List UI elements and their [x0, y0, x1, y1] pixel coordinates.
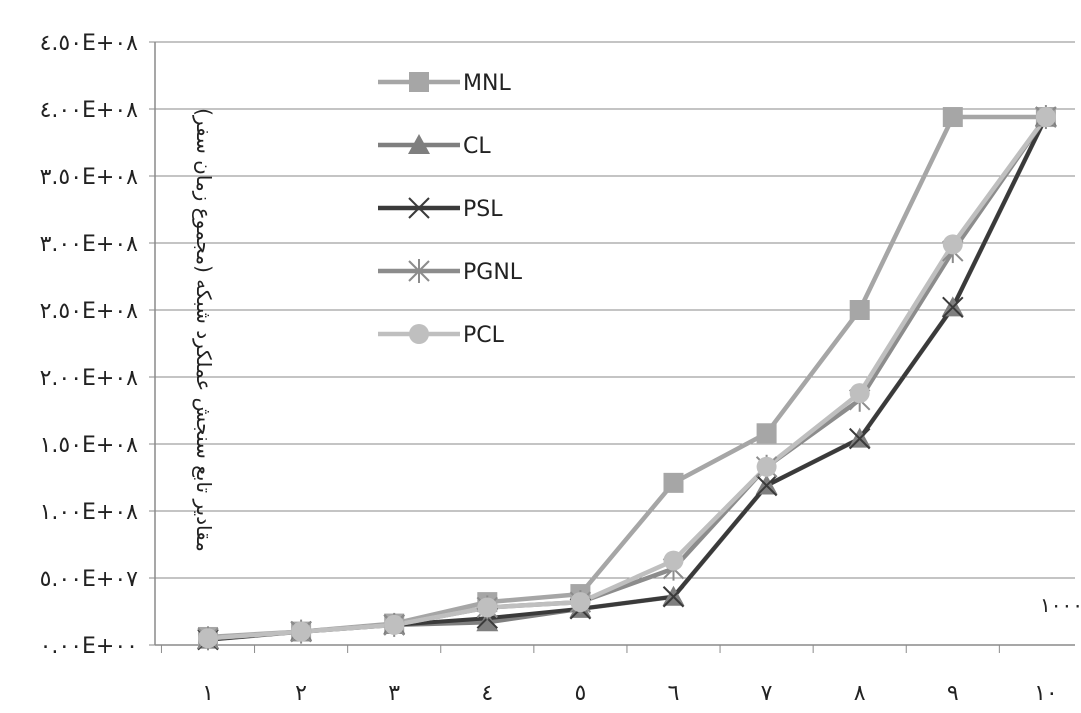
- marker-circle: [198, 628, 218, 649]
- legend: MNL CL PSL PGNL PCL: [378, 71, 523, 348]
- axes: [149, 41, 1075, 653]
- y-tick-label: ١.٠٠E+٠٨: [40, 500, 139, 525]
- y-tick-label: ٤.٥٠E+٠٨: [40, 31, 139, 56]
- legend-marker: [409, 72, 429, 92]
- legend-marker: [408, 259, 430, 283]
- y-tick-label: ٥.٠٠E+٠٧: [40, 567, 139, 592]
- x-tick-label: ١: [202, 681, 214, 706]
- data-point-mnl: [756, 423, 777, 444]
- x-tick-label: ٥: [574, 681, 586, 706]
- marker-square: [756, 423, 777, 444]
- data-point-pcl: [291, 621, 312, 642]
- data-point-cl: [476, 611, 499, 632]
- x-tick-label: ٧: [761, 681, 773, 706]
- marker-square: [942, 107, 963, 128]
- x-tick-label: ٨: [854, 681, 866, 706]
- x-tick-label: ١٠: [1034, 681, 1058, 706]
- x-tick-label: ٢: [295, 681, 307, 706]
- data-point-pcl: [477, 597, 498, 618]
- legend-entry-psl: PSL: [378, 197, 503, 222]
- data-point-psl: [848, 427, 871, 450]
- legend-entry-cl: CL: [378, 134, 491, 159]
- x-tick-labels: ١ ٢ ٣ ٤ ٥ ٦ ٧ ٨ ٩ ١٠: [202, 681, 1058, 706]
- marker-x-stroke: [942, 296, 964, 319]
- data-point-pcl: [1035, 107, 1056, 128]
- legend-entry-pgnl: PGNL: [378, 259, 523, 285]
- marker-square: [663, 472, 684, 493]
- data-point-pcl: [942, 234, 963, 255]
- data-point-pcl: [849, 383, 870, 404]
- legend-label: CL: [463, 134, 491, 159]
- marker-circle: [570, 592, 591, 613]
- data-point-pcl: [663, 550, 684, 571]
- series-line-psl: [207, 116, 1048, 642]
- y-tick-label: ٣.٠٠E+٠٨: [40, 232, 139, 257]
- marker-circle: [291, 621, 312, 642]
- y-tick-label: ٤.٠٠E+٠٨: [40, 98, 139, 123]
- marker-circle: [756, 456, 777, 477]
- marker-circle: [942, 234, 963, 255]
- y-tick-labels: ٠.٠٠E+٠٠ ٥.٠٠E+٠٧ ١.٠٠E+٠٨ ١.٥٠E+٠٨ ٢.٠٠E+٠٨…: [40, 31, 139, 659]
- y-tick-label: ٣.٥٠E+٠٨: [40, 165, 139, 190]
- marker-triangle: [408, 134, 430, 154]
- legend-label: PGNL: [463, 260, 523, 285]
- data-point-mnl: [663, 472, 684, 493]
- marker-square: [409, 72, 429, 92]
- legend-label: MNL: [463, 71, 511, 96]
- y-tick-label: ١.٥٠E+٠٨: [40, 433, 139, 458]
- y-axis-label: مقادير تابع سنجش عملكرد شبكه (مجموع زمان…: [192, 108, 216, 552]
- marker-x-stroke: [662, 586, 685, 608]
- y-tick-label: ٢.٥٠E+٠٨: [40, 299, 139, 324]
- legend-entry-mnl: MNL: [378, 71, 511, 96]
- data-point-pcl: [570, 592, 591, 613]
- series-markers: [197, 105, 1057, 651]
- legend-marker: [408, 197, 430, 219]
- legend-entry-pcl: PCL: [378, 323, 505, 348]
- data-point-mnl: [849, 300, 870, 320]
- series-lines: [207, 114, 1048, 642]
- data-point-pcl: [756, 456, 777, 477]
- series-line-pcl: [207, 115, 1048, 641]
- marker-circle: [477, 597, 498, 618]
- legend-label: PCL: [463, 323, 505, 348]
- x-axis-label: سطوح مبداء-مقصد از ۱۰۰۰ تا ۱۰۰۰۰: [1040, 593, 1081, 617]
- x-tick-label: ٩: [947, 681, 959, 706]
- data-point-mnl: [942, 107, 963, 128]
- x-tick-label: ٦: [668, 681, 680, 706]
- marker-triangle: [476, 611, 499, 632]
- series-line-pgnl: [207, 115, 1048, 641]
- gridlines: [155, 41, 1075, 579]
- marker-circle: [1035, 107, 1056, 128]
- data-point-psl: [755, 474, 778, 497]
- legend-marker: [409, 324, 429, 344]
- x-tick-label: ٣: [388, 681, 400, 706]
- x-tick-label: ٤: [481, 681, 493, 706]
- data-point-psl: [942, 296, 964, 319]
- marker-x-stroke: [408, 197, 430, 219]
- data-point-pcl: [384, 614, 405, 635]
- marker-circle: [849, 383, 870, 404]
- marker-circle: [409, 324, 429, 344]
- y-tick-label: ٠.٠٠E+٠٠: [40, 634, 138, 659]
- marker-square: [849, 300, 870, 320]
- marker-circle: [663, 550, 684, 571]
- legend-marker: [408, 134, 430, 154]
- series-line-cl: [207, 116, 1048, 642]
- y-tick-label: ٢.٠٠E+٠٨: [40, 366, 139, 391]
- marker-circle: [384, 614, 405, 635]
- marker-x-stroke: [755, 474, 778, 497]
- data-point-pcl: [198, 628, 218, 649]
- data-point-psl: [662, 586, 685, 608]
- marker-x-stroke: [848, 427, 871, 450]
- legend-label: PSL: [463, 197, 503, 222]
